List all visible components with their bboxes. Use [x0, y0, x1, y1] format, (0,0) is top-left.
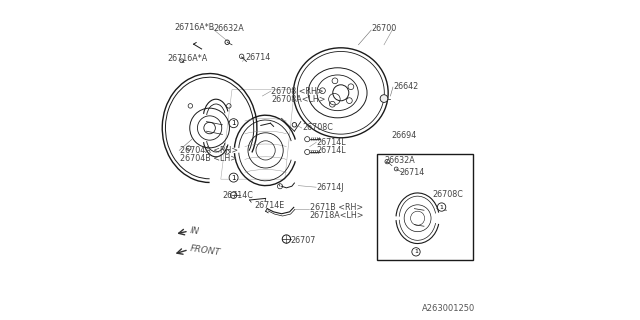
Text: 26708 <RH>: 26708 <RH> [271, 87, 324, 96]
Text: 26708C: 26708C [433, 190, 463, 199]
Circle shape [412, 248, 420, 256]
Text: 26714: 26714 [399, 168, 424, 177]
Text: 26708A<LH>: 26708A<LH> [271, 95, 326, 104]
Text: 26714L: 26714L [317, 138, 346, 147]
Text: 26714J: 26714J [317, 183, 344, 192]
Text: 26714L: 26714L [317, 146, 346, 155]
Text: 26632A: 26632A [214, 24, 244, 33]
Text: 26716A*A: 26716A*A [167, 54, 207, 63]
Text: A263001250: A263001250 [422, 304, 475, 313]
Text: 26718A<LH>: 26718A<LH> [310, 212, 364, 220]
Text: 26714C: 26714C [223, 191, 253, 200]
Text: 26704A <RH>: 26704A <RH> [180, 146, 238, 155]
Text: 26714: 26714 [246, 53, 271, 62]
Text: IN: IN [189, 226, 200, 236]
Text: 26707: 26707 [291, 236, 316, 245]
Text: 26632A: 26632A [384, 156, 415, 165]
Circle shape [229, 119, 238, 128]
Text: 26704B <LH>: 26704B <LH> [180, 154, 237, 163]
Bar [377, 154, 473, 260]
Text: 26700: 26700 [372, 24, 397, 33]
Text: 26642: 26642 [394, 82, 419, 91]
Text: 26694: 26694 [391, 131, 416, 140]
Text: 26716A*B: 26716A*B [174, 23, 214, 32]
Text: 2671B <RH>: 2671B <RH> [310, 204, 363, 212]
Circle shape [380, 95, 388, 102]
Text: FRONT: FRONT [189, 244, 221, 257]
Circle shape [438, 203, 446, 211]
Text: 26708C: 26708C [302, 124, 333, 132]
Circle shape [229, 173, 238, 182]
Text: 1: 1 [231, 175, 236, 180]
Text: 26714E: 26714E [254, 201, 285, 210]
Text: 1: 1 [440, 204, 444, 210]
Text: 1: 1 [231, 120, 236, 126]
Text: 1: 1 [414, 249, 418, 254]
